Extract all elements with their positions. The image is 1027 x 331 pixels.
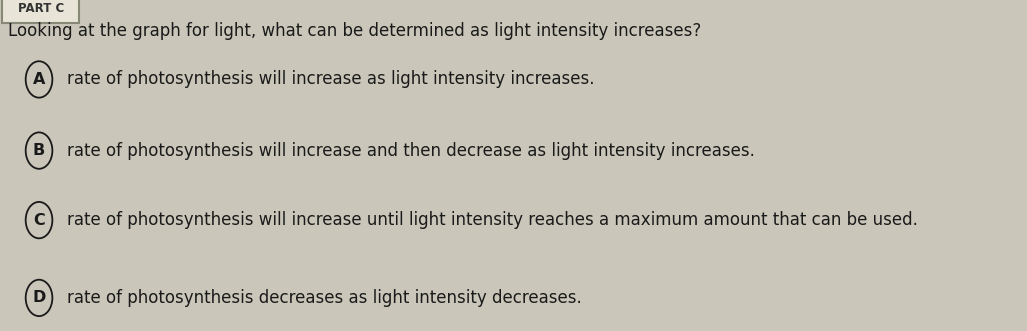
Text: rate of photosynthesis decreases as light intensity decreases.: rate of photosynthesis decreases as ligh…: [67, 289, 581, 307]
Text: rate of photosynthesis will increase as light intensity increases.: rate of photosynthesis will increase as …: [67, 71, 595, 88]
Text: PART C: PART C: [17, 2, 65, 15]
Text: rate of photosynthesis will increase and then decrease as light intensity increa: rate of photosynthesis will increase and…: [67, 142, 755, 160]
Text: D: D: [32, 290, 46, 306]
Text: Looking at the graph for light, what can be determined as light intensity increa: Looking at the graph for light, what can…: [8, 23, 701, 40]
Text: B: B: [33, 143, 45, 158]
Text: A: A: [33, 72, 45, 87]
FancyBboxPatch shape: [2, 0, 79, 23]
Text: C: C: [33, 213, 45, 228]
Text: rate of photosynthesis will increase until light intensity reaches a maximum amo: rate of photosynthesis will increase unt…: [67, 211, 918, 229]
